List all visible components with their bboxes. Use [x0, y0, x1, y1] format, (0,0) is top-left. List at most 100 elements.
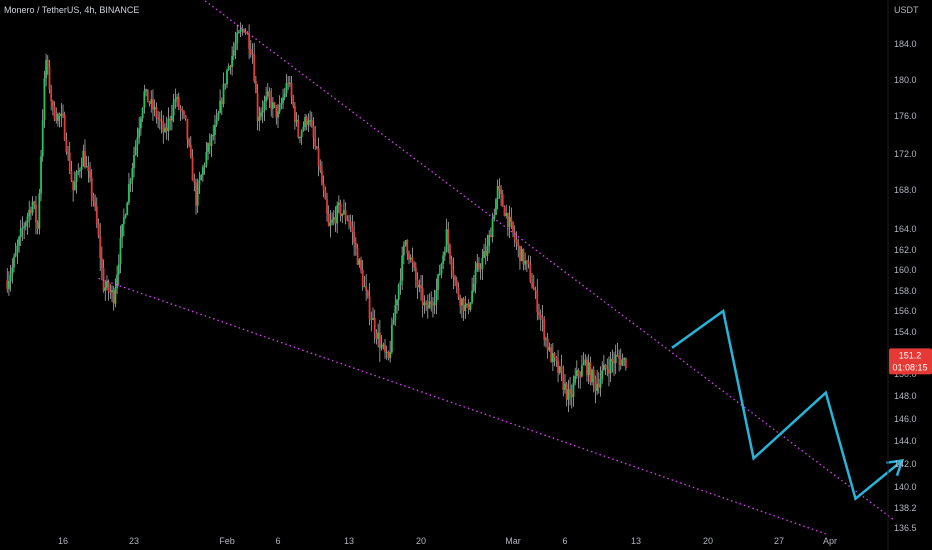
candle-body: [361, 269, 364, 287]
candle-body: [550, 347, 553, 363]
candle-body: [505, 213, 508, 217]
price-axis-ticks: 184.0 180.0 176.0 172.0 168.0 164.0 162.0 160.0…: [894, 39, 917, 533]
candle-body: [413, 263, 416, 268]
candle-body: [50, 89, 53, 102]
candle-body: [435, 290, 438, 303]
candle-body: [601, 370, 604, 380]
candle-body: [283, 93, 286, 98]
candle-body: [594, 378, 597, 391]
candle-body: [329, 222, 332, 227]
candle-body: [150, 99, 153, 104]
candle-body: [21, 227, 24, 229]
candle-body: [219, 100, 222, 113]
candle-body: [443, 251, 446, 256]
candle-body: [111, 290, 113, 293]
candle-body: [273, 102, 276, 106]
candle-body: [378, 332, 381, 349]
candle-body: [608, 369, 610, 374]
y-tick-label: 154.0: [894, 327, 917, 337]
candle-body: [170, 115, 173, 121]
candle-body: [165, 127, 168, 132]
candle-body: [57, 114, 59, 121]
candle-body: [414, 267, 417, 280]
candle-body: [63, 114, 66, 141]
candle-body: [402, 245, 405, 256]
candle-body: [226, 70, 228, 85]
candle-body: [474, 269, 477, 284]
candle-body: [606, 368, 609, 370]
candle-body: [472, 283, 475, 291]
candle-body: [280, 103, 283, 105]
candle-body: [157, 117, 160, 120]
candle-body: [158, 119, 161, 121]
candle-body: [146, 89, 149, 103]
candle-body: [591, 369, 593, 383]
candle-body: [73, 182, 76, 191]
candle-body: [48, 66, 51, 90]
candle-body: [503, 206, 506, 217]
candle-body: [384, 344, 386, 353]
x-tick-label: Apr: [823, 536, 837, 546]
candle-body: [288, 82, 291, 84]
candle-body: [558, 366, 561, 373]
candle-body: [346, 219, 349, 221]
candle-body: [471, 290, 474, 303]
candle-body: [139, 118, 142, 129]
candle-body: [572, 382, 575, 398]
x-tick-label: 13: [631, 536, 641, 546]
candle-body: [67, 152, 69, 154]
candle-body: [522, 248, 525, 265]
candle-body: [322, 183, 325, 191]
candle-body: [450, 259, 453, 270]
x-tick-label: Feb: [219, 536, 235, 546]
candle-body: [567, 389, 570, 400]
candle-body: [370, 318, 373, 321]
candle-body: [534, 289, 537, 292]
candle-body: [122, 217, 125, 225]
candle-body: [406, 240, 409, 254]
candle-body: [33, 201, 36, 205]
candle-body: [545, 338, 547, 340]
candle-body: [616, 354, 619, 356]
candle-body: [356, 247, 359, 265]
candle-body: [45, 59, 47, 79]
candle-body: [517, 243, 520, 247]
candle-body: [179, 107, 182, 111]
candle-body: [455, 280, 458, 288]
candle-body: [6, 280, 9, 289]
x-tick-label: Mar: [505, 536, 521, 546]
candle-body: [155, 107, 158, 118]
candle-body: [377, 332, 380, 339]
candle-body: [198, 180, 201, 185]
candle-body: [341, 213, 344, 216]
candle-body: [331, 219, 333, 223]
candle-body: [397, 285, 400, 300]
candle-body: [508, 216, 511, 227]
x-tick-label: 20: [416, 536, 426, 546]
candle-body: [68, 152, 71, 172]
candle-body: [295, 119, 298, 122]
candle-body: [464, 304, 467, 311]
candle-body: [287, 83, 290, 85]
candle-body: [239, 29, 242, 32]
candle-body: [445, 229, 448, 252]
x-tick-label: 6: [275, 536, 280, 546]
candle-body: [184, 115, 187, 120]
candle-body: [41, 120, 44, 157]
candle-body: [162, 121, 165, 132]
candle-body: [618, 355, 620, 359]
candle-body: [232, 49, 235, 56]
currency-label: USDT: [894, 5, 919, 15]
candle-body: [119, 237, 122, 265]
candle-body: [109, 291, 112, 293]
candle-body: [255, 81, 257, 93]
candle-body: [244, 32, 247, 34]
candle-body: [551, 352, 554, 363]
y-tick-label: 162.0: [894, 245, 917, 255]
candle-body: [70, 171, 73, 181]
candle-body: [207, 143, 209, 153]
candle-body: [55, 119, 58, 121]
candle-body: [19, 228, 22, 238]
